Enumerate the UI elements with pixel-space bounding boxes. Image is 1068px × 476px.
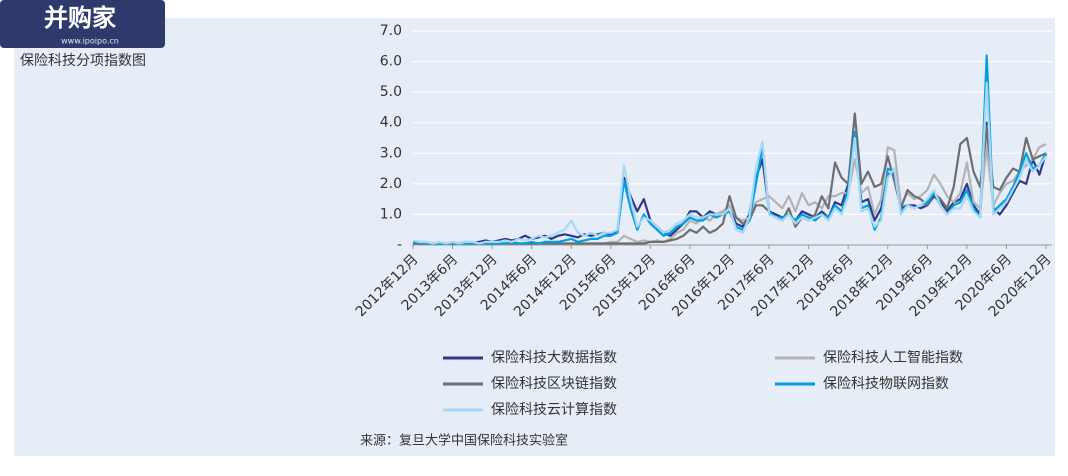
logo-name: 并购家: [44, 4, 116, 32]
series-line: [412, 81, 1047, 245]
y-tick-label: 1.0: [380, 206, 402, 222]
y-tick-label: -: [397, 237, 402, 253]
legend-label: 保险科技人工智能指数: [823, 350, 963, 366]
legend-label: 保险科技物联网指数: [823, 376, 949, 392]
chart-title: 保险科技分项指数图: [20, 53, 146, 69]
legend-label: 保险科技区块链指数: [491, 376, 617, 392]
legend-label: 保险科技云计算指数: [491, 402, 617, 418]
legend-label: 保险科技大数据指数: [491, 350, 617, 366]
y-tick-label: 3.0: [380, 145, 402, 161]
y-tick-label: 2.0: [380, 176, 402, 192]
y-tick-label: 5.0: [380, 84, 402, 100]
source: 来源：复旦大学中国保险科技实验室: [360, 433, 568, 449]
logo-url: www.ipoipo.cn: [61, 37, 119, 46]
y-tick-label: 7.0: [380, 23, 402, 39]
y-tick-label: 4.0: [380, 115, 402, 131]
logo-box: [0, 0, 165, 48]
y-tick-label: 6.0: [380, 54, 402, 70]
